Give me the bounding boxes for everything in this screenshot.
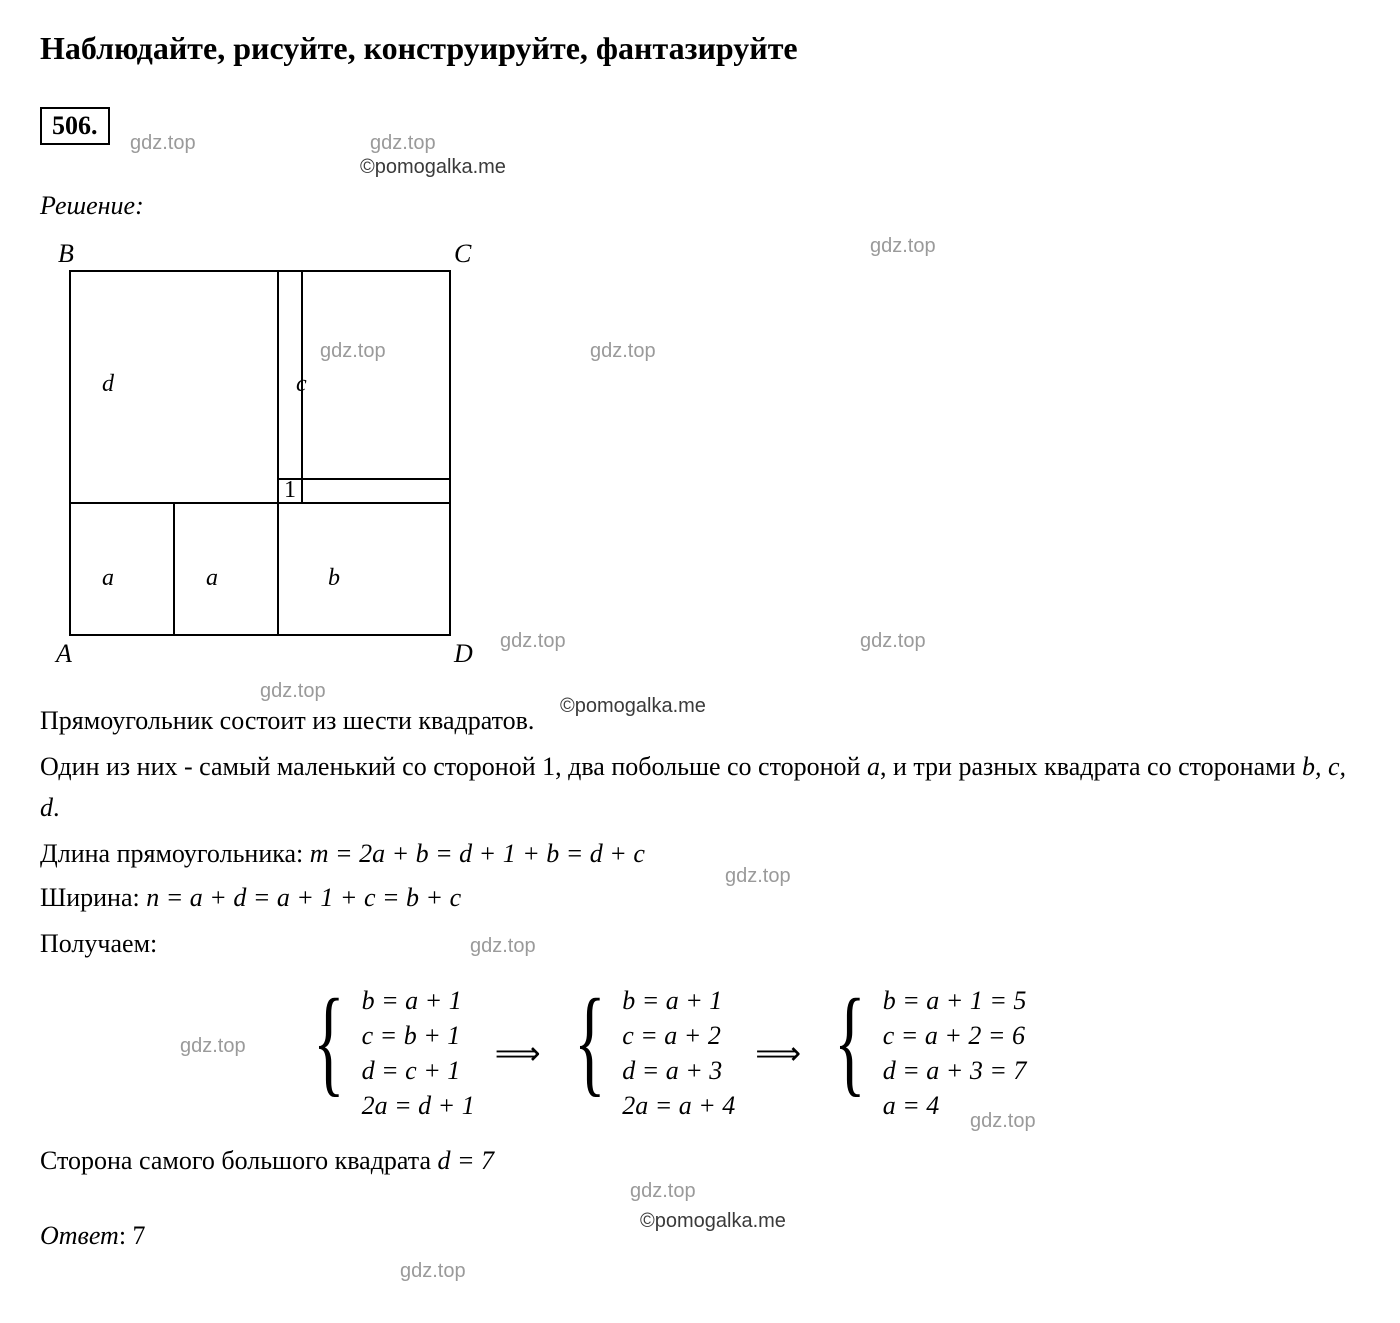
paragraph-1: Прямоугольник состоит из шести квадратов… [40, 701, 1360, 741]
squares-diagram: d c 1 a a b B C A D [40, 241, 480, 681]
svg-text:d: d [102, 371, 115, 397]
svg-text:b: b [328, 565, 340, 591]
length-row: Длина прямоугольника: m = 2a + b = d + 1… [40, 834, 1360, 874]
watermark-dark: ©pomogalka.me [360, 156, 506, 179]
system-3: { b = a + 1 = 5 c = a + 2 = 6 d = a + 3 … [821, 983, 1026, 1123]
brace-icon: { [574, 981, 606, 1121]
implies-arrow-1: ⟹ [489, 1034, 547, 1072]
page-title: Наблюдайте, рисуйте, конструируйте, фант… [40, 30, 1360, 67]
watermark-grey: gdz.top [870, 235, 936, 258]
watermark-grey: gdz.top [180, 1035, 246, 1058]
watermark-grey: gdz.top [860, 630, 926, 653]
svg-text:a: a [102, 565, 114, 591]
watermark-grey: gdz.top [630, 1180, 696, 1203]
watermark-grey: gdz.top [500, 630, 566, 653]
problem-number-box: 506. [40, 107, 110, 145]
equation-systems: { b = a + 1 c = b + 1 d = c + 1 2a = d +… [300, 983, 1360, 1123]
paragraph-2: Один из них - самый маленький со стороно… [40, 747, 1360, 828]
watermark-grey: gdz.top [400, 1260, 466, 1283]
corner-A: A [56, 639, 72, 669]
system-2: { b = a + 1 c = a + 2 d = a + 3 2a = a +… [561, 983, 736, 1123]
svg-text:c: c [296, 371, 307, 397]
svg-text:1: 1 [284, 477, 296, 503]
brace-icon: { [834, 981, 866, 1121]
corner-B: B [58, 239, 74, 269]
system-1: { b = a + 1 c = b + 1 d = c + 1 2a = d +… [300, 983, 475, 1123]
watermark-grey: gdz.top [590, 340, 656, 363]
brace-icon: { [313, 981, 345, 1121]
svg-text:a: a [206, 565, 218, 591]
diagram-svg: d c 1 a a b [40, 241, 480, 681]
implies-arrow-2: ⟹ [749, 1034, 807, 1072]
solution-heading: Решение: [40, 191, 1360, 221]
corner-D: D [454, 639, 473, 669]
width-row: Ширина: n = a + d = a + 1 + c = b + c [40, 878, 1360, 918]
conclusion: Сторона самого большого квадрата d = 7 [40, 1141, 1360, 1181]
answer-row: Ответ: 7 [40, 1221, 1360, 1251]
problem-number: 506 [52, 111, 91, 140]
watermark-grey: gdz.top [260, 680, 326, 703]
derive-label: Получаем: [40, 924, 1360, 964]
corner-C: C [454, 239, 471, 269]
